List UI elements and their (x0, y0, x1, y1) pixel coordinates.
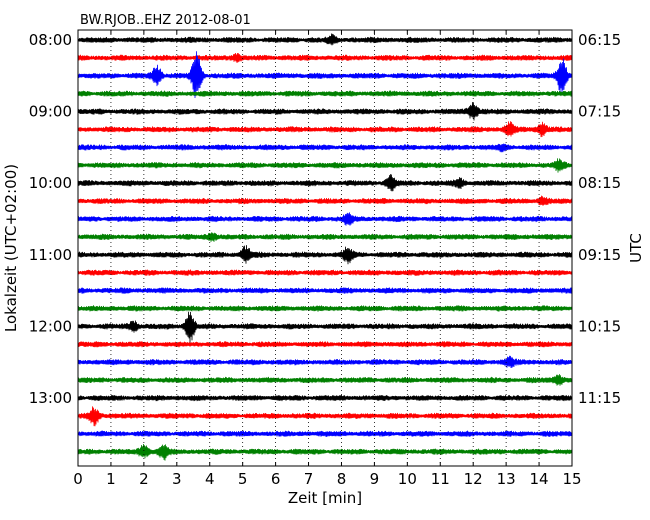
left-tick-labels: 08:00 09:00 10:00 11:00 12:00 13:00 (29, 31, 72, 407)
x-tick-label-2: 2 (139, 470, 149, 488)
x-tick-label-13: 13 (497, 470, 516, 488)
trace-6 (77, 143, 573, 153)
y-axis-label-right: UTC (627, 233, 645, 263)
left-tick-label-0: 08:00 (29, 31, 72, 49)
right-tick-label-3: 09:15 (578, 246, 621, 264)
trace-23 (77, 443, 573, 461)
right-tick-label-4: 10:15 (578, 317, 621, 335)
trace-9 (77, 195, 573, 206)
x-tick-label-10: 10 (398, 470, 417, 488)
trace-0 (77, 33, 573, 46)
trace-3 (77, 90, 573, 97)
x-tick-label-5: 5 (238, 470, 248, 488)
trace-15 (77, 305, 573, 312)
right-tick-label-2: 08:15 (578, 174, 621, 192)
x-tick-label-11: 11 (431, 470, 450, 488)
trace-17 (77, 341, 573, 348)
trace-18 (77, 355, 573, 368)
right-tick-label-0: 06:15 (578, 31, 621, 49)
left-tick-label-3: 11:00 (29, 246, 72, 264)
x-tick-label-6: 6 (271, 470, 281, 488)
y-axis-label-left: Lokalzeit (UTC+02:00) (2, 164, 20, 332)
x-tick-label-9: 9 (370, 470, 380, 488)
x-axis-label: Zeit [min] (288, 489, 362, 507)
x-tick-label-7: 7 (304, 470, 314, 488)
left-tick-label-2: 10:00 (29, 174, 72, 192)
left-tick-label-1: 09:00 (29, 103, 72, 121)
chart-title: BW.RJOB..EHZ 2012-08-01 (80, 13, 251, 28)
tick-marks (77, 30, 573, 466)
trace-5 (77, 121, 573, 138)
trace-2 (77, 51, 573, 99)
trace-11 (77, 232, 573, 242)
x-gridlines (110, 30, 540, 466)
trace-8 (77, 174, 573, 192)
trace-10 (77, 212, 573, 226)
x-tick-label-14: 14 (530, 470, 549, 488)
x-tick-label-8: 8 (337, 470, 347, 488)
right-tick-label-5: 11:15 (578, 389, 621, 407)
plot-frame (77, 29, 573, 467)
left-tick-label-5: 13:00 (29, 389, 72, 407)
trace-19 (77, 374, 573, 386)
x-tick-label-0: 0 (73, 470, 83, 488)
trace-group (77, 33, 573, 461)
trace-14 (77, 287, 573, 294)
right-tick-label-1: 07:15 (578, 103, 621, 121)
x-tick-label-1: 1 (106, 470, 116, 488)
trace-12 (77, 245, 573, 265)
trace-1 (77, 52, 573, 64)
left-tick-label-4: 12:00 (29, 317, 72, 335)
trace-16 (77, 311, 573, 343)
trace-21 (77, 406, 573, 427)
trace-20 (77, 394, 573, 402)
x-tick-labels: 0 1 2 3 4 5 6 7 8 9 10 11 12 13 14 15 (73, 470, 581, 488)
trace-4 (77, 102, 573, 121)
trace-22 (77, 430, 573, 437)
right-tick-labels: 06:15 07:15 08:15 09:15 10:15 11:15 (578, 31, 621, 407)
trace-7 (77, 158, 573, 173)
x-tick-label-12: 12 (464, 470, 483, 488)
trace-13 (77, 269, 573, 276)
x-tick-label-3: 3 (172, 470, 182, 488)
x-tick-label-4: 4 (205, 470, 215, 488)
x-tick-label-15: 15 (562, 470, 581, 488)
